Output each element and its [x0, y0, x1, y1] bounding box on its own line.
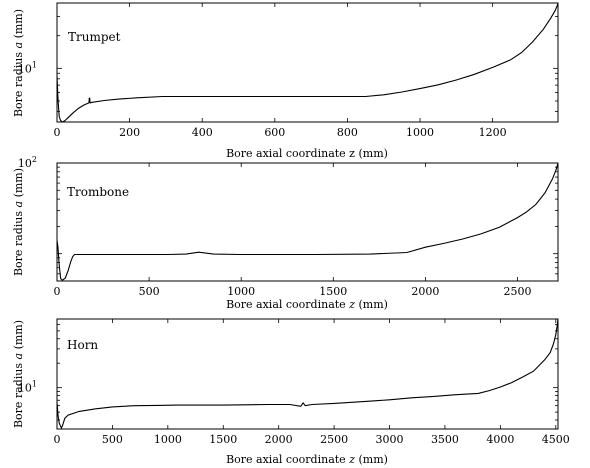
x-tick-label: 2500 [320, 433, 348, 446]
x-tick-label: 4500 [542, 433, 570, 446]
y-axis-label-horn: Bore radius a (mm) [12, 320, 25, 428]
bore-profile-trombone [56, 162, 559, 281]
instrument-label-trombone: Trombone [67, 185, 129, 199]
instrument-label-horn: Horn [67, 338, 98, 352]
x-ticks-trumpet: 0 200 400 600 800 1000 1200 [54, 3, 507, 139]
x-tick-label: 2500 [503, 285, 531, 298]
x-tick-label: 4000 [486, 433, 514, 446]
x-tick-label: 1500 [209, 433, 237, 446]
x-axis-label-text-trumpet: Bore axial coordinate z (mm) [226, 147, 388, 160]
x-tick-label: 0 [54, 433, 61, 446]
x-tick-label: 800 [337, 126, 358, 139]
x-tick-label: 0 [54, 285, 61, 298]
x-ticks-horn: 0 500 1000 1500 2000 2500 3000 3500 4000 4500 [54, 319, 570, 446]
x-tick-label: 400 [192, 126, 213, 139]
x-tick-label: 200 [119, 126, 140, 139]
x-tick-label: 2000 [265, 433, 293, 446]
x-tick-label: 500 [102, 433, 123, 446]
panel-trumpet: Trumpet 0 200 400 600 800 1000 1200 101 Bore a… [12, 2, 559, 160]
y-tick-label: 102 [18, 155, 37, 170]
x-tick-label: 1000 [406, 126, 434, 139]
x-tick-label: 3000 [376, 433, 404, 446]
x-axis-label-horn: Bore axial coordinate z (mm) [226, 453, 388, 466]
plot-area-trumpet [56, 2, 559, 123]
plot-area-horn [56, 318, 559, 430]
y-axis-label-trombone: Bore radius a (mm) [12, 168, 25, 276]
x-tick-label: 3500 [431, 433, 459, 446]
panel-trombone: Trombone 0 500 1000 1500 2000 2500 102 Bore a… [12, 155, 559, 311]
x-tick-label: 500 [139, 285, 160, 298]
y-tick-label-exponent: 2 [32, 155, 37, 164]
x-ticks-trombone: 0 500 1000 1500 2000 2500 [54, 163, 531, 298]
y-tick-label-exponent: 1 [32, 380, 37, 389]
panel-horn: Horn 0 500 1000 1500 2000 2500 3000 3500 4000 450… [12, 318, 570, 466]
x-tick-label: 600 [264, 126, 285, 139]
x-tick-label: 0 [54, 126, 61, 139]
bore-profile-horn [56, 318, 559, 430]
x-tick-label: 1000 [154, 433, 182, 446]
x-tick-label: 1200 [479, 126, 507, 139]
y-axis-label-trumpet: Bore radius a (mm) [12, 9, 25, 117]
instrument-label-trumpet: Trumpet [68, 30, 121, 44]
x-tick-label: 1000 [227, 285, 255, 298]
x-axis-label-trombone: Bore axial coordinate z (mm) [226, 298, 388, 311]
plot-area-trombone [56, 162, 559, 282]
y-tick-label-exponent: 1 [32, 60, 37, 69]
y-ticks-trumpet: 101 [18, 2, 558, 112]
x-tick-label: 1500 [319, 285, 347, 298]
y-ticks-trombone: 102 [18, 155, 558, 282]
x-axis-label-trumpet: Bore axial coordinate z (mm) [226, 147, 388, 160]
bore-profile-trumpet [56, 2, 559, 123]
x-tick-label: 2000 [411, 285, 439, 298]
